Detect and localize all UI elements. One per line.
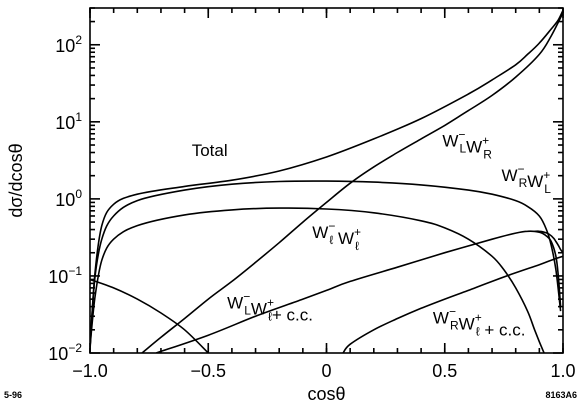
y-axis-title: dσ/dcosθ: [6, 143, 26, 217]
curves-layer: [90, 9, 563, 353]
curve-series-3: [90, 207, 545, 353]
y-tick-label: 10−1: [48, 264, 82, 287]
curve-series-2: [90, 180, 562, 347]
figure-code-right: 8163A6: [545, 390, 577, 400]
curve-label-wrwl: W− RW+ L: [502, 162, 552, 196]
curve-labels: Total W− LW+ R W− RW+ L W− ℓ W+ ℓ W− LW+ ℓ+ c.c. W− RW…: [192, 127, 552, 339]
curve-label-wlwr: W− LW+ R: [442, 127, 492, 161]
x-tick-label: 1.0: [550, 361, 575, 381]
curve-series-0: [90, 9, 563, 350]
curve-label-wellwell: W− ℓ W+ ℓ: [312, 219, 361, 253]
x-tick-label: 0: [321, 361, 331, 381]
curve-series-1: [141, 12, 563, 353]
x-tick-label: −1.0: [72, 361, 108, 381]
x-tick-label: 0.5: [432, 361, 457, 381]
figure-code-left: 5-96: [4, 390, 22, 400]
y-tick-label: 102: [55, 33, 82, 56]
x-axis-title: cosθ: [307, 384, 345, 404]
curve-series-7: [534, 230, 563, 254]
curve-label-total: Total: [192, 141, 228, 160]
curve-series-4: [155, 230, 562, 353]
y-tick-label: 101: [55, 110, 82, 133]
curve-series-5: [342, 255, 563, 353]
plot-frame: [89, 7, 564, 354]
curve-series-6: [90, 278, 209, 353]
curve-label-wlwell: W− LW+ ℓ+ c.c.: [227, 289, 313, 324]
y-tick-label: 100: [55, 187, 82, 210]
curve-label-wrwell: W− RW+ ℓ + c.c.: [433, 305, 526, 340]
y-tick-label: 10−2: [48, 341, 82, 364]
x-tick-label: −0.5: [190, 361, 226, 381]
